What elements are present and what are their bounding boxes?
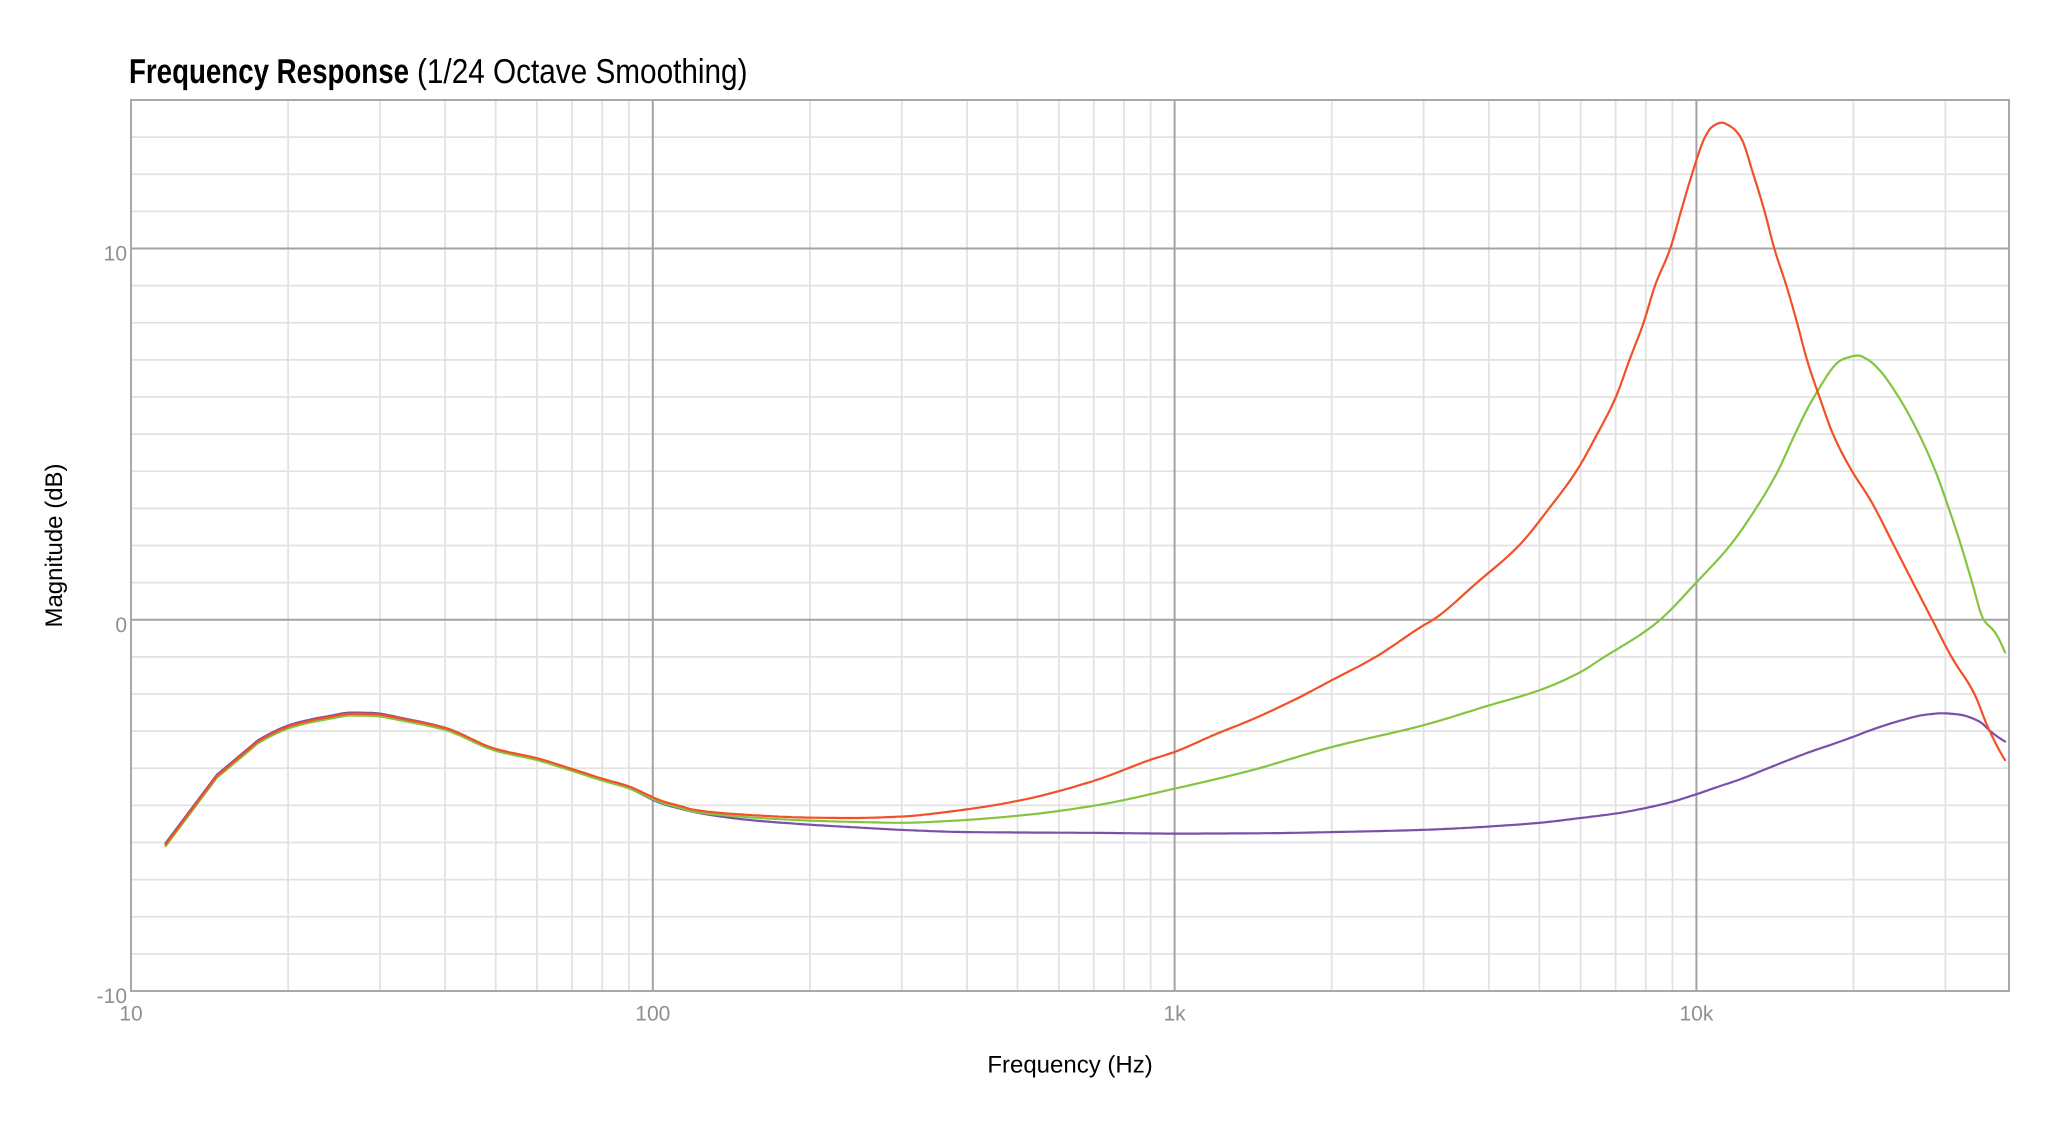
svg-text:(1/24 Octave Smoothing): (1/24 Octave Smoothing)	[417, 53, 748, 91]
svg-text:10: 10	[119, 1002, 142, 1025]
svg-text:10k: 10k	[1679, 1002, 1713, 1025]
svg-text:0: 0	[115, 614, 127, 637]
svg-text:100: 100	[635, 1002, 670, 1025]
svg-text:Frequency Response: Frequency Response	[129, 53, 409, 91]
svg-text:1k: 1k	[1164, 1002, 1187, 1025]
svg-text:10: 10	[104, 243, 127, 266]
svg-text:-10: -10	[97, 985, 127, 1008]
svg-text:Frequency (Hz): Frequency (Hz)	[987, 1052, 1152, 1079]
svg-text:Magnitude (dB): Magnitude (dB)	[41, 463, 68, 627]
